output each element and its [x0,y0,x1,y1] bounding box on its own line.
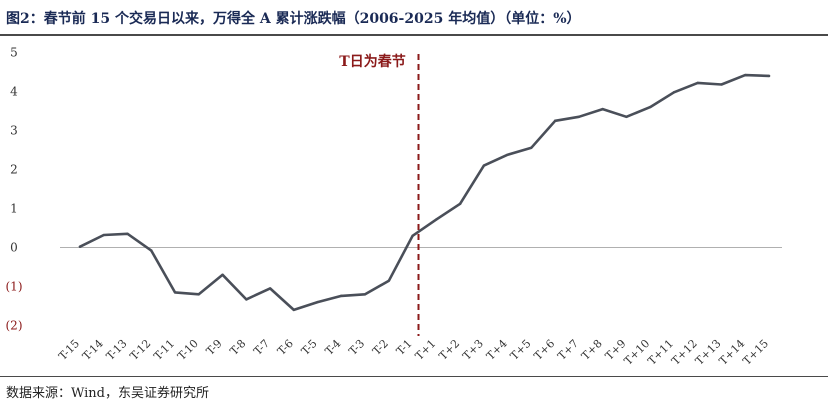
data-point [78,245,82,248]
annotation-label: T日为春节 [339,53,405,70]
bottom-rule [0,376,828,377]
x-tick-label: T-3 [346,337,367,358]
data-point [506,153,509,156]
x-tick-label: T-4 [323,337,344,358]
data-point [173,291,177,294]
x-tick-label: T+5 [508,337,534,363]
data-point [696,81,699,85]
data-point [767,74,771,78]
data-point [601,107,604,111]
x-tick-label: T-1 [394,337,415,358]
x-tick-label: T-5 [299,337,320,358]
x-tick-label: T-14 [80,337,106,363]
data-point [363,293,367,296]
x-tick-label: T+13 [693,337,724,368]
data-point [102,233,105,237]
x-tick-label: T+2 [436,337,462,363]
x-tick-label: T+1 [413,337,439,363]
data-point [340,294,343,298]
x-tick-label: T-11 [151,337,177,363]
data-point [221,273,224,276]
x-tick-label: T-13 [104,337,130,363]
x-tick-label: T-9 [204,337,225,358]
y-tick-label: 1 [10,202,18,216]
data-point [316,300,319,304]
data-point [197,293,200,296]
x-tick-label: T+10 [622,337,653,368]
source-note: 数据来源：Wind，东吴证券研究所 [6,386,209,401]
data-point [245,298,248,301]
x-tick-label: T+6 [531,337,557,363]
data-point [720,83,723,86]
x-tick-label: T+14 [717,337,748,368]
y-tick-label: 3 [10,124,18,138]
data-point [292,308,296,312]
data-point [435,218,438,221]
data-point [577,115,581,119]
data-point [126,232,129,236]
data-point [482,164,486,167]
series-line [78,73,771,312]
data-point [530,146,533,149]
data-point [411,234,414,237]
x-tick-label: T-15 [56,337,82,363]
x-tick-label: T+15 [740,337,771,368]
y-tick-label: 5 [10,46,18,60]
x-tick-label: T-7 [251,337,272,358]
chart-title: 图2：春节前 15 个交易日以来，万得全 A 累计涨跌幅（2006-2025 年… [6,11,581,27]
y-tick-label: (1) [6,280,23,294]
data-point [268,287,272,290]
data-point [744,73,747,77]
top-rule [0,34,828,36]
x-tick-label: T+7 [555,337,581,363]
y-tick-label: 2 [10,163,18,177]
data-point [150,249,153,252]
x-tick-label: T-8 [227,337,248,358]
x-tick-label: T+3 [460,337,486,363]
y-tick-label: 4 [10,85,18,99]
data-point [458,202,462,206]
y-tick-label: 0 [10,241,18,255]
data-point [387,279,391,282]
x-tick-label: T+4 [484,337,510,363]
x-tick-label: T+11 [645,337,676,368]
x-tick-label: T-6 [275,337,296,358]
data-point [649,105,652,109]
x-tick-label: T+12 [669,337,700,368]
data-point [553,119,557,122]
data-point [625,115,628,119]
x-tick-label: T-2 [370,337,391,358]
data-point [672,91,676,94]
x-tick-label: T+8 [579,337,605,363]
y-tick-label: (2) [6,319,23,333]
x-tick-label: T-10 [175,337,201,363]
x-tick-label: T-12 [127,337,153,363]
